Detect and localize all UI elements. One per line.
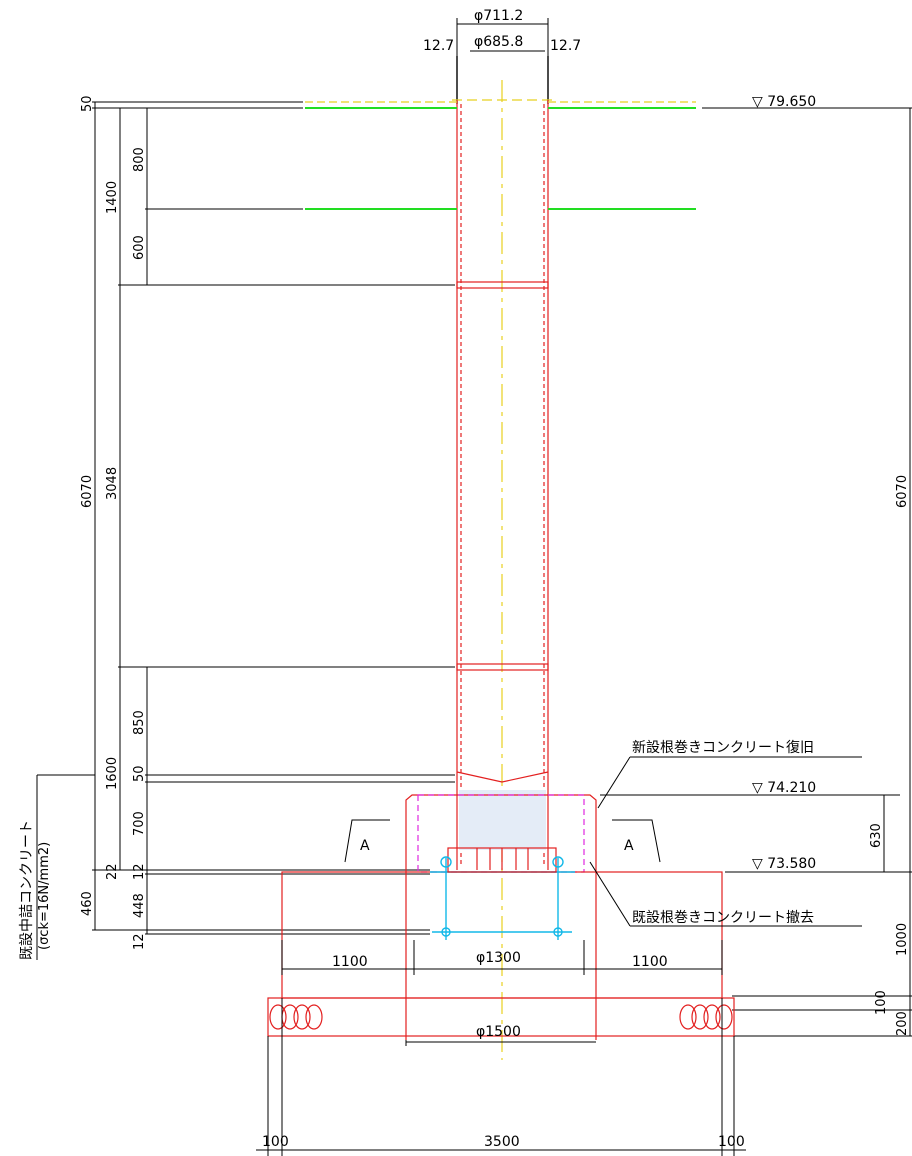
callout-removed-concrete: 既設根巻きコンクリート撤去 bbox=[589, 861, 862, 927]
dim-pile-1500: φ1500 bbox=[476, 1024, 521, 1040]
dim-left-12-upper: 12 bbox=[132, 863, 147, 880]
dim-left-top-50: 50 bbox=[80, 95, 95, 112]
dim-left-6070: 6070 bbox=[80, 475, 95, 508]
dim-right-630: 630 bbox=[869, 823, 884, 848]
elevation-bottom: ▽ 73.580 bbox=[752, 856, 816, 872]
dim-left-600: 600 bbox=[132, 235, 147, 260]
wall-right-label: 12.7 bbox=[550, 38, 581, 54]
wall-left-label: 12.7 bbox=[423, 38, 454, 54]
dim-left-448: 448 bbox=[132, 893, 147, 918]
dim-right-100: 100 bbox=[874, 990, 889, 1015]
section-marker-left: A bbox=[344, 819, 390, 863]
dim-bottom-total-3500: 3500 bbox=[484, 1134, 520, 1150]
dim-bottom-right-100: 100 bbox=[718, 1134, 745, 1150]
steel-pipe-column bbox=[452, 80, 553, 1060]
section-marker-right: A bbox=[612, 819, 661, 863]
band-lines bbox=[305, 101, 696, 210]
dim-left-800: 800 bbox=[132, 147, 147, 172]
foundation bbox=[267, 794, 735, 1040]
coil-left-icon bbox=[269, 1004, 323, 1030]
dim-left-1600: 1600 bbox=[105, 757, 120, 790]
left-dimensions: 50 800 1400 600 3048 6070 850 1600 50 70… bbox=[19, 95, 455, 960]
svg-text:A: A bbox=[360, 838, 370, 854]
callout-new-concrete: 新設根巻きコンクリート復旧 bbox=[597, 739, 862, 809]
dim-base-center-1300: φ1300 bbox=[476, 950, 521, 966]
dim-left-700: 700 bbox=[132, 811, 147, 836]
pipe-diameter-dimensions: φ711.2 φ685.8 12.7 12.7 bbox=[423, 8, 581, 104]
right-dimensions: ▽ 79.650 ▽ 74.210 ▽ 73.580 6070 630 1000… bbox=[600, 94, 912, 1037]
outer-diameter-label: φ711.2 bbox=[474, 8, 523, 24]
svg-text:新設根巻きコンクリート復旧: 新設根巻きコンクリート復旧 bbox=[632, 739, 814, 756]
dim-left-460: 460 bbox=[80, 891, 95, 916]
dim-left-3048: 3048 bbox=[105, 467, 120, 500]
elevation-middle: ▽ 74.210 bbox=[752, 780, 816, 796]
coil-right-icon bbox=[679, 1004, 733, 1030]
dim-right-1000: 1000 bbox=[895, 923, 910, 956]
dim-right-6070: 6070 bbox=[895, 475, 910, 508]
dim-bottom-left-100: 100 bbox=[262, 1134, 289, 1150]
inner-diameter-label: φ685.8 bbox=[474, 34, 523, 50]
svg-text:既設根巻きコンクリート撤去: 既設根巻きコンクリート撤去 bbox=[632, 910, 814, 926]
dim-right-200: 200 bbox=[895, 1011, 910, 1036]
existing-fill-label: 既設中詰コンクリート bbox=[19, 820, 35, 960]
dim-base-right-1100: 1100 bbox=[632, 954, 668, 970]
svg-text:A: A bbox=[624, 838, 634, 854]
dim-base-left-1100: 1100 bbox=[332, 954, 368, 970]
dim-left-1400: 1400 bbox=[105, 181, 120, 214]
dim-left-22: 22 bbox=[105, 863, 120, 880]
bottom-dimensions: 1100 φ1300 1100 φ1500 100 3500 100 bbox=[256, 940, 746, 1156]
dim-left-850: 850 bbox=[132, 710, 147, 735]
existing-fill-strength: (σck=16N/mm2) bbox=[37, 842, 52, 950]
dim-left-12-lower: 12 bbox=[132, 933, 147, 950]
elevation-top: ▽ 79.650 bbox=[752, 94, 816, 110]
dim-left-50-lower: 50 bbox=[132, 765, 147, 782]
filled-concrete-area bbox=[459, 790, 546, 850]
